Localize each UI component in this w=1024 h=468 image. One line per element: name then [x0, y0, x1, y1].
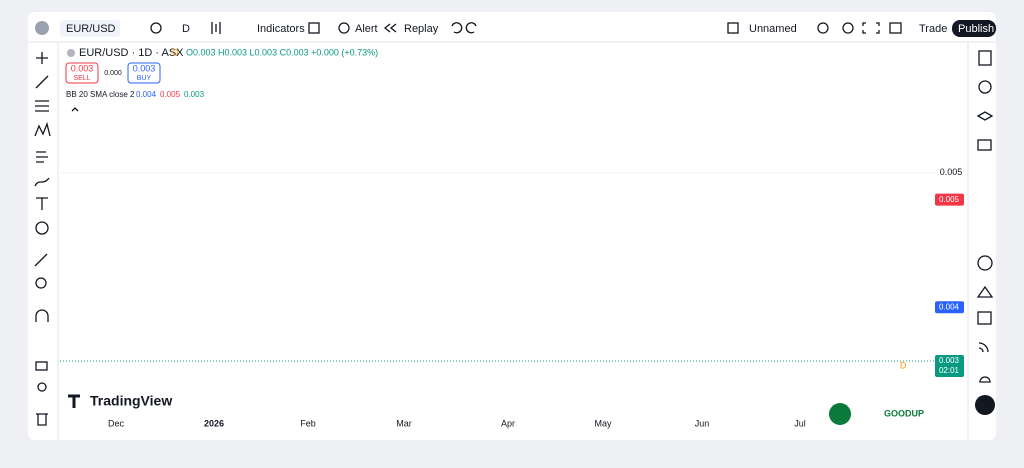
sell-button[interactable]: [65, 62, 99, 84]
watermark-icon: [68, 394, 80, 408]
calendar[interactable]: [977, 255, 993, 271]
replay-icon: [383, 23, 397, 33]
sell-label[interactable]: SELL: [73, 75, 90, 82]
legend-ohlc: O0.003 H0.003 L0.003 C0.003 +0.000 (+0.7…: [186, 47, 378, 57]
price-tag: [935, 193, 964, 206]
apps[interactable]: [975, 395, 995, 415]
alert-icon: [338, 22, 350, 34]
bb-up: 0.005: [160, 90, 181, 99]
data-window[interactable]: [976, 111, 994, 121]
symbol-box[interactable]: [60, 20, 120, 37]
x-tick-label: Jun: [695, 418, 710, 428]
session-badge: D: [900, 360, 907, 370]
legend: EUR/USD · 1D · ASX D O0.003 H0.003 L0.00…: [65, 47, 378, 112]
watchlist[interactable]: [978, 50, 992, 66]
symbol[interactable]: EUR/USD: [66, 23, 116, 35]
buy-price[interactable]: 0.003: [133, 63, 156, 73]
sell-price[interactable]: 0.003: [71, 63, 94, 73]
streams[interactable]: [978, 342, 989, 353]
zoom-tool[interactable]: [35, 277, 47, 289]
news[interactable]: [977, 311, 992, 325]
countdown: 02:01: [939, 366, 960, 375]
indicators[interactable]: Indicators: [257, 23, 305, 35]
replay[interactable]: Replay: [404, 23, 439, 35]
ideas[interactable]: [976, 285, 994, 298]
legend-title: EUR/USD · 1D · ASX: [79, 47, 184, 59]
snapshot[interactable]: [889, 22, 902, 34]
search[interactable]: [817, 22, 829, 34]
x-tick-label: Apr: [501, 418, 515, 428]
settings[interactable]: [842, 22, 854, 34]
buy-label[interactable]: BUY: [137, 75, 152, 82]
forecast-tool[interactable]: [36, 151, 48, 163]
price-tag-label: 0.005: [939, 195, 960, 204]
fullscreen[interactable]: [862, 22, 880, 34]
x-tick-label: May: [594, 418, 612, 428]
delete-tool[interactable]: [36, 413, 48, 426]
y-tick-label: 0.005: [940, 167, 963, 177]
alerts[interactable]: [978, 80, 992, 94]
top-toolbar: EUR/USD D Indicators Alert Replay Unname…: [35, 20, 996, 37]
x-tick-label: Jul: [794, 418, 806, 428]
symbol-dot: [67, 49, 75, 57]
buy-button[interactable]: [127, 62, 161, 84]
chat[interactable]: [977, 139, 992, 151]
undo-redo[interactable]: [451, 22, 477, 34]
legend-badge: D: [172, 47, 179, 57]
trendline-tool[interactable]: [35, 75, 49, 89]
layout-icon: [727, 22, 739, 34]
pattern-tool[interactable]: [34, 121, 51, 137]
spread: 0.000: [104, 70, 122, 77]
publish-button[interactable]: [952, 20, 996, 37]
hide-tool[interactable]: [37, 382, 47, 392]
collapse[interactable]: [71, 107, 79, 112]
crosshair-tool[interactable]: [36, 52, 48, 64]
lock-tool[interactable]: [35, 361, 48, 371]
magnet-tool[interactable]: [35, 309, 49, 322]
price-tag: [935, 301, 964, 314]
x-tick-label: 2026: [204, 418, 224, 428]
add-symbol[interactable]: [150, 22, 162, 34]
interval[interactable]: D: [182, 23, 190, 35]
window: [28, 12, 996, 440]
layout-name[interactable]: Unnamed: [749, 23, 797, 35]
templates-icon[interactable]: [308, 22, 320, 34]
left-toolbar: [34, 52, 51, 426]
trade[interactable]: Trade: [919, 23, 947, 35]
fib-tool[interactable]: [35, 100, 49, 112]
brush-tool[interactable]: [34, 177, 50, 187]
x-tick-label: Feb: [300, 418, 316, 428]
avatar[interactable]: [35, 21, 49, 35]
watermark: TradingView: [90, 393, 172, 409]
price-tag: [935, 355, 964, 378]
indicators-icon: [211, 22, 221, 34]
logo: GOODUP: [884, 408, 924, 418]
x-tick-label: Dec: [108, 418, 125, 428]
alert[interactable]: Alert: [355, 23, 378, 35]
x-tick-label: Mar: [396, 418, 412, 428]
text-tool[interactable]: [36, 197, 48, 210]
right-toolbar: [975, 50, 995, 415]
bb-name: BB 20 SMA close 2: [66, 90, 135, 99]
emoji-tool[interactable]: [35, 221, 49, 235]
logo-icon: [829, 403, 851, 425]
ruler-tool[interactable]: [34, 253, 48, 267]
bb-mid: 0.004: [136, 90, 157, 99]
notifications[interactable]: [979, 376, 991, 383]
publish[interactable]: Publish: [958, 23, 994, 35]
price-tag-label: 0.004: [939, 302, 960, 311]
bb-low: 0.003: [184, 90, 205, 99]
price-tag-label: 0.003: [939, 356, 960, 365]
